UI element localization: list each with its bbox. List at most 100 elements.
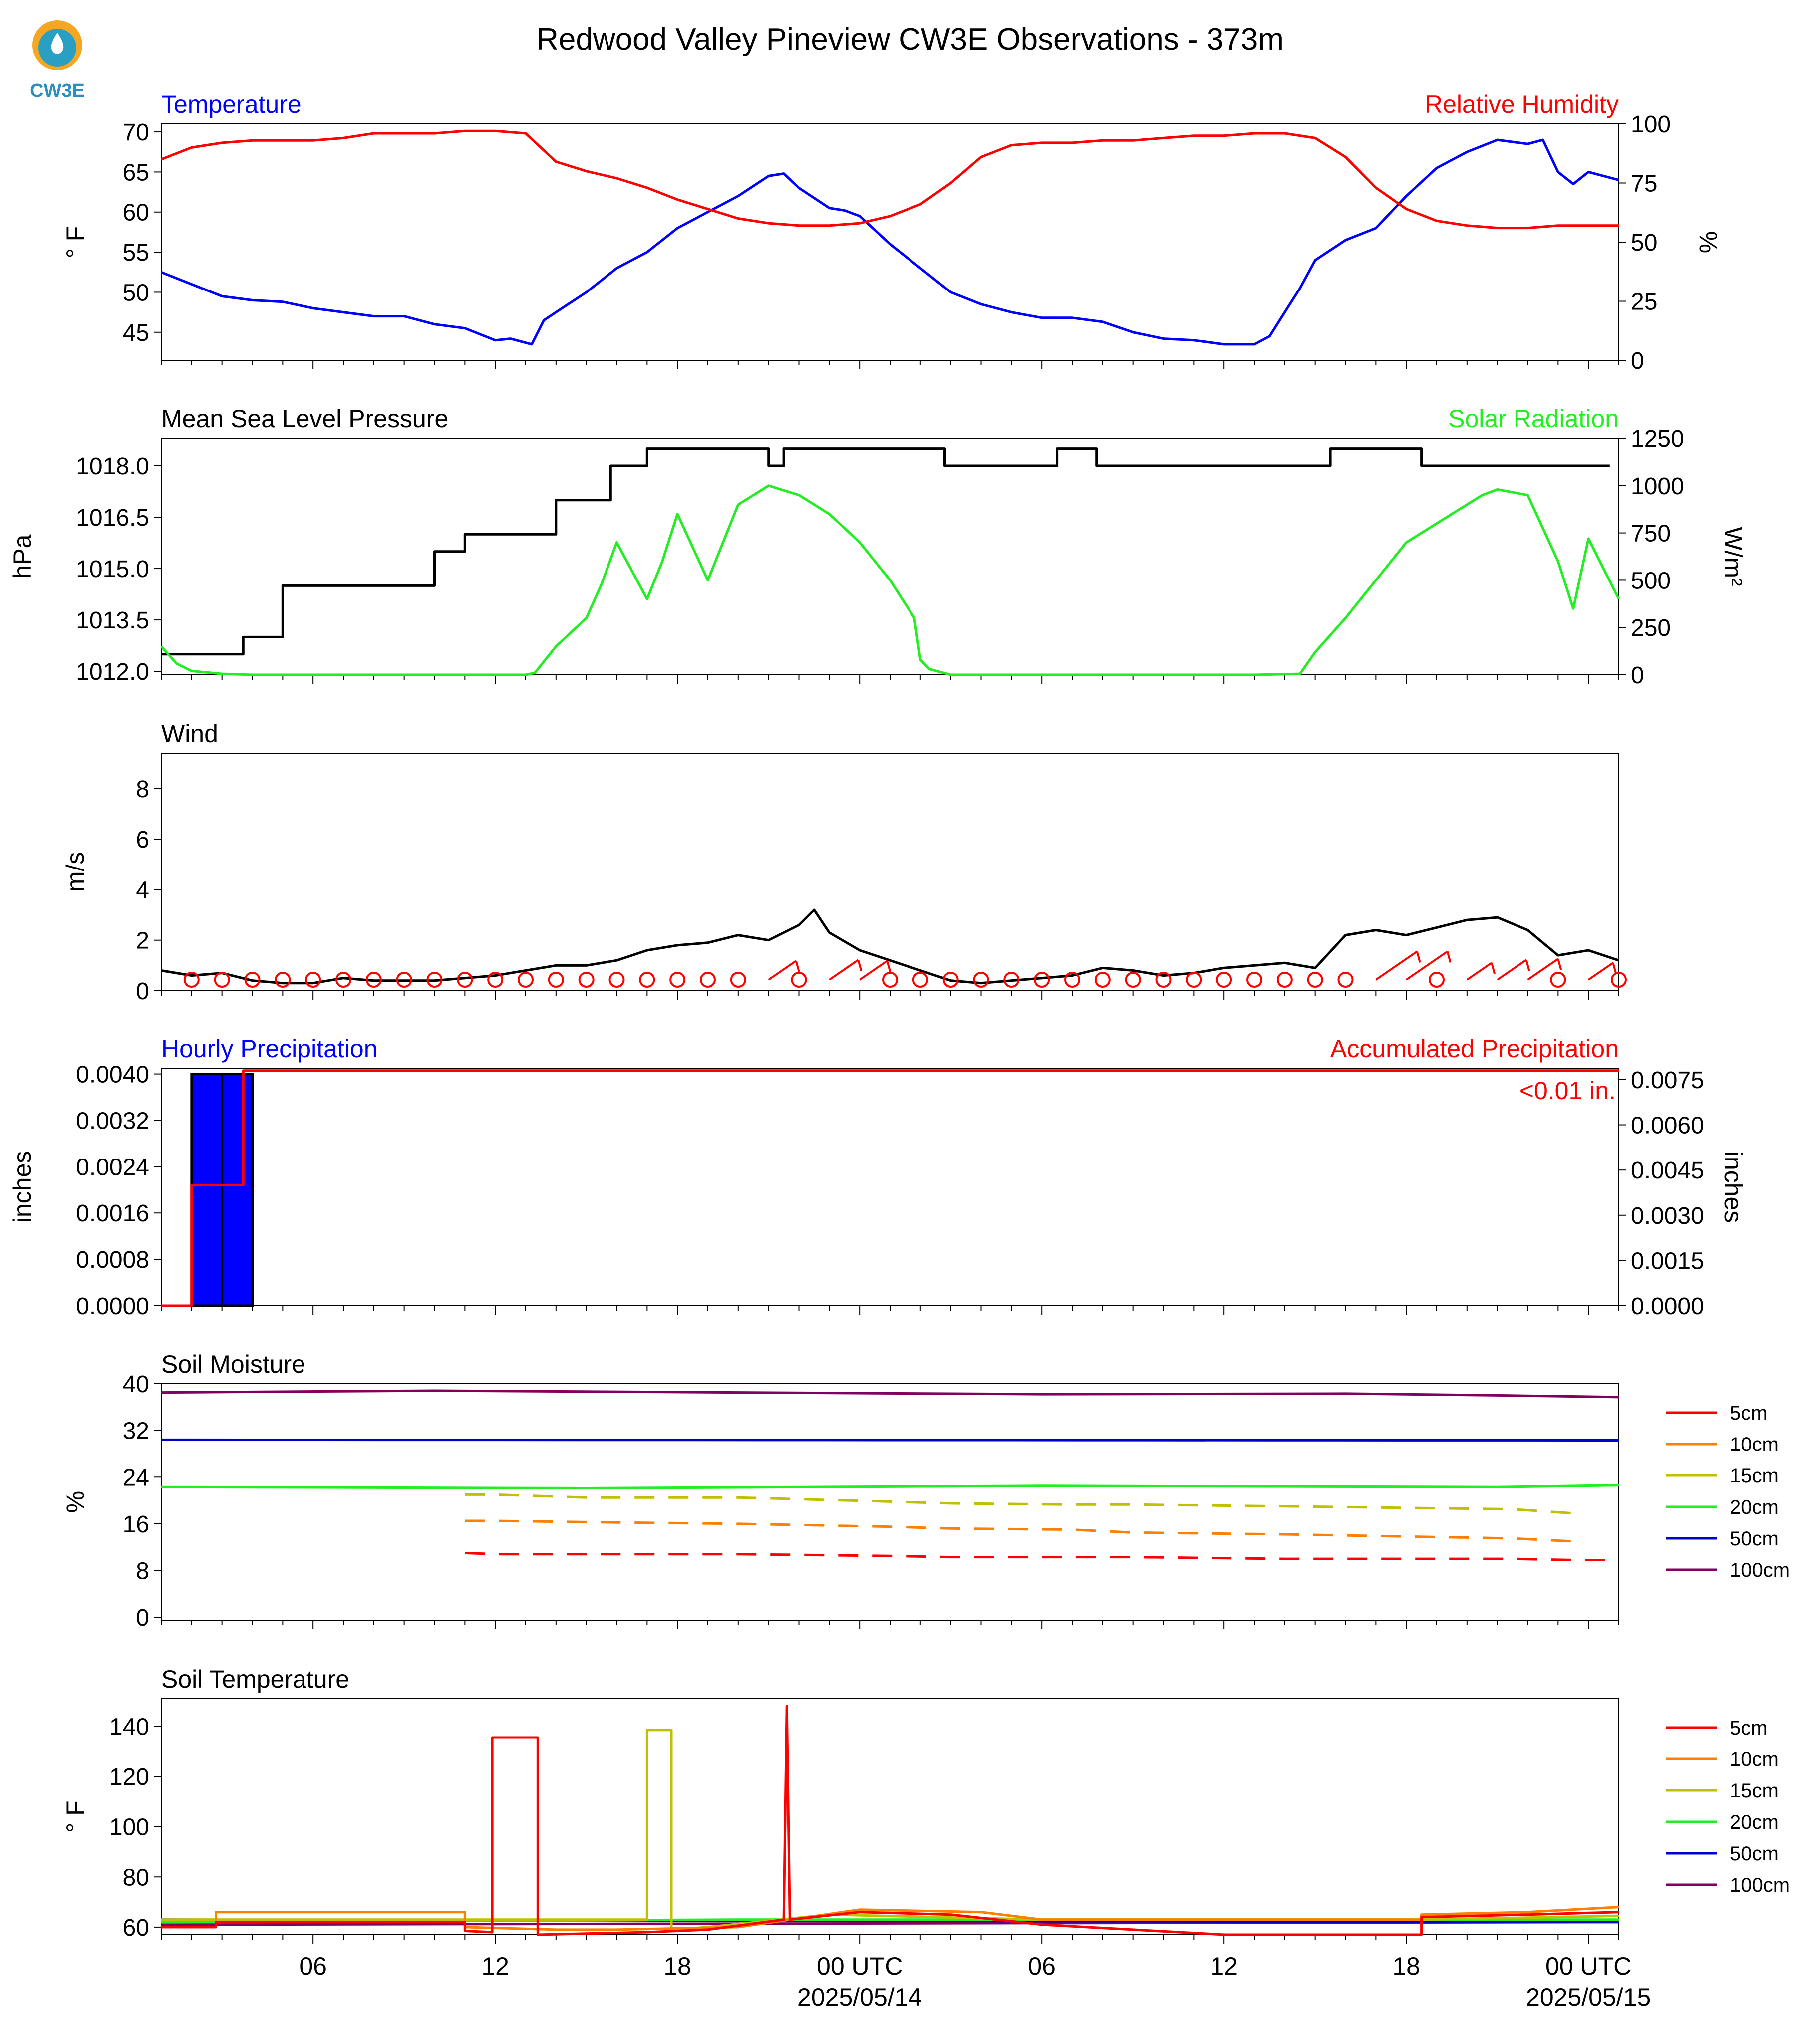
wind-barb-staff: [1406, 950, 1448, 981]
y-tick-label-left: 0.0040: [76, 1062, 149, 1088]
calm-wind-circle: [1550, 972, 1566, 988]
calm-wind-circle: [669, 972, 686, 988]
y-tick-label-right: 500: [1631, 568, 1671, 594]
series-5cm: [465, 1551, 1619, 1561]
series-wind-barbs: [183, 950, 1627, 988]
plot-frame-precip: [161, 1068, 1619, 1306]
y-axis-label-left: ° F: [61, 1800, 89, 1832]
y-tick-label-left: 16: [123, 1511, 149, 1538]
calm-wind-circle: [1246, 972, 1262, 988]
y-tick-label-left: 55: [123, 240, 149, 266]
calm-wind-circle: [1276, 972, 1293, 988]
y-tick-label-left: 0.0000: [76, 1293, 149, 1320]
legend-soil_moisture: 5cm 10cm 15cm 20cm 50cm 100cm: [1666, 1402, 1790, 1581]
plot-frame-temp_rh: [161, 123, 1619, 361]
panels: Temperature Relative Humidity455055606570…: [8, 90, 1790, 1944]
y-tick-label-left: 65: [123, 159, 149, 186]
y-tick-label-left: 8: [136, 776, 149, 803]
calm-wind-circle: [426, 972, 443, 988]
series-line: [161, 129, 1619, 230]
series-line: [161, 138, 1619, 346]
panel-title-left: Mean Sea Level Pressure: [161, 405, 448, 433]
x-tick-label: 06: [299, 1952, 327, 1980]
calm-wind-circle: [730, 972, 746, 988]
calm-wind-circle: [942, 972, 959, 988]
calm-wind-circle: [1094, 972, 1111, 988]
wind-barb-staff: [859, 960, 888, 981]
calm-wind-circle: [1034, 972, 1050, 988]
calm-wind-circle: [639, 972, 655, 988]
y-tick-label-left: 0.0032: [76, 1108, 149, 1134]
y-axis-label-right: inches: [1719, 1151, 1747, 1223]
y-tick-label-left: 50: [123, 280, 149, 306]
y-tick-label-left: 140: [109, 1714, 149, 1740]
y-tick-label-left: 0.0008: [76, 1247, 149, 1273]
series-line: [465, 1551, 1619, 1561]
calm-wind-circle: [1337, 972, 1354, 988]
y-tick-label-left: 45: [123, 320, 149, 346]
wind-barb-feather: [1525, 959, 1530, 971]
y-tick-label-right: 0.0045: [1631, 1158, 1704, 1184]
legend-label: 15cm: [1730, 1780, 1779, 1802]
y-tick-label-left: 32: [123, 1418, 149, 1445]
y-tick-label-left: 0: [136, 1605, 149, 1631]
series-10cm: [465, 1519, 1573, 1543]
legend-label: 100cm: [1730, 1559, 1790, 1581]
panel-title-right: Accumulated Precipitation: [1330, 1035, 1619, 1063]
series-line: [161, 908, 1619, 985]
series-relative-humidity: [161, 129, 1619, 230]
calm-wind-circle: [457, 972, 473, 988]
y-tick-label-left: 2: [136, 928, 149, 954]
plot-frame-soil_temperature: [161, 1698, 1619, 1935]
panel-title-left: Wind: [161, 720, 218, 748]
series-20cm: [161, 1484, 1619, 1489]
chart-title: Redwood Valley Pineview CW3E Observation…: [536, 22, 1284, 57]
logo-water-drop-icon: [51, 33, 64, 54]
calm-wind-circle: [791, 972, 807, 988]
series-15cm: [161, 1729, 1619, 1931]
y-tick-label-left: 4: [136, 877, 149, 903]
y-tick-label-right: 50: [1631, 230, 1657, 256]
series-line: [161, 1069, 1619, 1307]
panel-soil_temperature: Soil Temperature 60 80 100 120 140 ° F 5cm 10cm 1…: [61, 1665, 1790, 1944]
calm-wind-circle: [214, 972, 230, 988]
wind-barb-feather: [1446, 951, 1452, 963]
calm-wind-circle: [275, 972, 291, 988]
wind-barb-feather: [1491, 962, 1496, 974]
y-tick-label-right: 250: [1631, 615, 1671, 641]
y-tick-label-left: 0.0016: [76, 1200, 149, 1227]
calm-wind-circle: [365, 972, 382, 988]
series-line: [161, 1389, 1619, 1399]
calm-wind-circle: [1216, 972, 1232, 988]
y-tick-label-right: 0.0030: [1631, 1203, 1704, 1229]
y-axis-label-left: hPa: [8, 534, 36, 579]
series-hourly-precipitation: [190, 1073, 254, 1307]
x-tick-label: 12: [481, 1952, 509, 1980]
logo-text: CW3E: [30, 80, 85, 101]
calm-wind-circle: [700, 972, 716, 988]
legend-label: 100cm: [1730, 1874, 1790, 1896]
panel-title-left: Temperature: [161, 90, 302, 118]
series-10cm: [161, 1906, 1619, 1931]
series-line: [161, 1906, 1619, 1931]
cw3e-logo: CW3E: [30, 20, 85, 101]
precip-bar: [190, 1073, 224, 1307]
calm-wind-circle: [973, 972, 989, 988]
wind-barb-staff: [1527, 958, 1559, 981]
series-line: [465, 1519, 1573, 1543]
wind-barb-staff: [1466, 962, 1493, 981]
plot-frame-wind: [161, 753, 1619, 991]
series-15cm: [465, 1493, 1573, 1515]
calm-wind-circle: [487, 972, 504, 988]
y-tick-label-left: 1012.0: [76, 659, 149, 685]
y-axis-label-left: inches: [8, 1151, 36, 1223]
calm-wind-circle: [1125, 972, 1141, 988]
panel-temp_rh: Temperature Relative Humidity 45 50 55 60 65 70…: [61, 90, 1722, 374]
y-tick-label-left: 40: [123, 1371, 149, 1398]
y-tick-label-right: 0: [1631, 348, 1644, 374]
y-tick-label-left: 100: [109, 1814, 149, 1841]
calm-wind-circle: [1155, 972, 1172, 988]
y-tick-label-left: 1015.0: [76, 556, 149, 582]
calm-wind-circle: [396, 972, 412, 988]
x-date-label: 2025/05/14: [797, 1983, 922, 2011]
